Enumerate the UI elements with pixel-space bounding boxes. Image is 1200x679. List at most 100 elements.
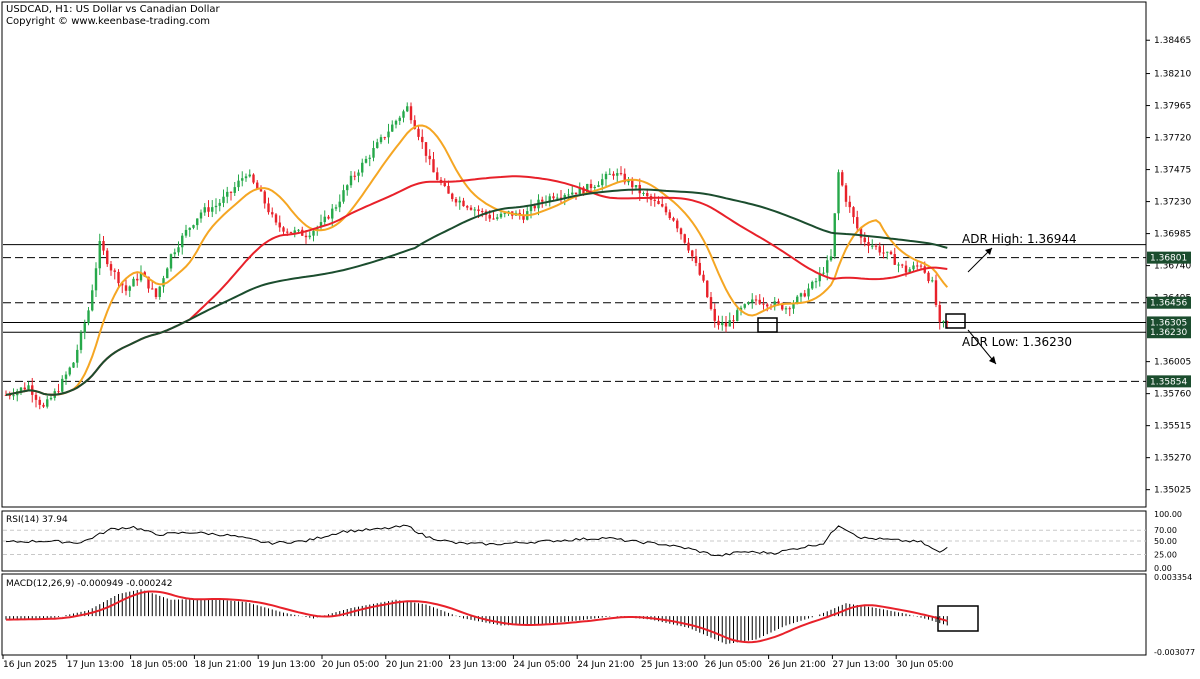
macd-pane-frame bbox=[1, 573, 1147, 656]
candle-body bbox=[559, 197, 563, 199]
candle-body bbox=[676, 220, 679, 229]
candle-body bbox=[391, 124, 394, 132]
candle-body bbox=[113, 270, 116, 272]
candle-body bbox=[529, 205, 533, 212]
candle-body bbox=[218, 202, 221, 206]
candle-body bbox=[912, 265, 915, 270]
candle-body bbox=[462, 200, 465, 207]
candle-body bbox=[454, 199, 458, 203]
candle-body bbox=[151, 288, 154, 290]
candle-body bbox=[162, 278, 165, 287]
candle-body bbox=[732, 320, 735, 322]
chart-title: USDCAD, H1: US Dollar vs Canadian Dollar bbox=[6, 4, 220, 15]
candle-body bbox=[503, 212, 506, 214]
candle-body bbox=[211, 207, 214, 212]
candle-body bbox=[177, 247, 180, 253]
candle-body bbox=[788, 308, 791, 310]
candle-body bbox=[12, 395, 15, 397]
candle-body bbox=[237, 180, 240, 188]
candle-body bbox=[79, 332, 83, 350]
candle-body bbox=[541, 199, 544, 202]
candle-body bbox=[76, 349, 79, 363]
candle-body bbox=[304, 235, 308, 238]
candle-body bbox=[481, 211, 484, 213]
candle-body bbox=[109, 264, 113, 271]
price-tick-label: 1.37475 bbox=[1154, 166, 1191, 176]
candle-body bbox=[357, 172, 360, 176]
macd-tick-label: -0.003077 bbox=[1154, 648, 1195, 657]
candle-body bbox=[23, 387, 26, 390]
candle-body bbox=[87, 310, 90, 324]
time-tick-label: 18 Jun 05:00 bbox=[131, 660, 188, 670]
candle-body bbox=[781, 303, 784, 310]
candle-body bbox=[882, 252, 885, 254]
candle-body bbox=[488, 214, 491, 219]
candle-body bbox=[383, 137, 386, 139]
candle-body bbox=[811, 281, 814, 289]
candle-body bbox=[259, 189, 263, 192]
candle-body bbox=[792, 303, 795, 309]
candle-body bbox=[889, 251, 893, 255]
candle-body bbox=[743, 304, 746, 308]
adr-low-arrowhead bbox=[989, 356, 996, 364]
candle-body bbox=[327, 216, 330, 219]
candle-body bbox=[289, 231, 293, 233]
candle-body bbox=[586, 183, 589, 194]
candle-body bbox=[724, 322, 728, 327]
candle-body bbox=[139, 272, 143, 281]
candle-body bbox=[679, 228, 683, 235]
candle-body bbox=[758, 299, 761, 304]
candle-body bbox=[807, 288, 810, 297]
candle-body bbox=[499, 213, 503, 218]
price-tick-label: 1.38465 bbox=[1154, 36, 1191, 46]
adr-low-label: ADR Low: 1.36230 bbox=[962, 335, 1072, 349]
level-price-box bbox=[1147, 326, 1191, 339]
candle-body bbox=[297, 229, 300, 231]
candle-body bbox=[934, 280, 938, 305]
candle-body bbox=[349, 175, 353, 186]
candle-body bbox=[653, 199, 656, 201]
level-price-box bbox=[1147, 375, 1191, 388]
candle-body bbox=[766, 304, 769, 307]
candle-body bbox=[773, 301, 776, 307]
candle-body bbox=[582, 187, 585, 194]
time-tick-label: 20 Jun 05:00 bbox=[322, 660, 379, 670]
candle-body bbox=[867, 242, 870, 246]
candle-body bbox=[342, 190, 345, 202]
price-tick-label: 1.36985 bbox=[1154, 230, 1191, 240]
candle-body bbox=[102, 241, 105, 251]
candle-body bbox=[338, 201, 341, 208]
macd-layer bbox=[5, 589, 948, 645]
axis-layer: 1.38465 1.38210 1.37965 1.37720 1.37475 1.372… bbox=[2, 36, 1195, 670]
candle-body bbox=[436, 172, 439, 180]
candle-body bbox=[687, 242, 690, 251]
candle-body bbox=[691, 250, 694, 257]
candle-body bbox=[334, 207, 338, 209]
candle-body bbox=[672, 218, 675, 221]
time-tick-label: 19 Jun 13:00 bbox=[258, 660, 315, 670]
candle-body bbox=[443, 182, 446, 186]
candle-body bbox=[428, 155, 431, 160]
candle-body bbox=[702, 274, 705, 281]
candle-body bbox=[331, 208, 334, 219]
candle-body bbox=[248, 174, 251, 177]
candle-body bbox=[282, 227, 285, 232]
candle-body bbox=[68, 367, 71, 375]
candle-body bbox=[627, 179, 630, 183]
candle-body bbox=[136, 278, 139, 281]
candle-body bbox=[612, 173, 615, 176]
candle-body bbox=[233, 187, 236, 193]
candle-body bbox=[308, 235, 311, 238]
price-tick-label: 1.37230 bbox=[1154, 198, 1191, 208]
candle-body bbox=[927, 272, 930, 282]
candle-body bbox=[589, 183, 593, 189]
candle-body bbox=[49, 397, 53, 400]
candle-body bbox=[717, 320, 720, 326]
candle-body bbox=[739, 307, 743, 311]
time-tick-label: 23 Jun 13:00 bbox=[450, 660, 507, 670]
candle-body bbox=[567, 194, 570, 196]
candle-body bbox=[181, 235, 184, 248]
macd-tick-label: 0.003354 bbox=[1154, 573, 1192, 582]
candle-body bbox=[387, 131, 390, 138]
candle-body bbox=[841, 172, 844, 186]
